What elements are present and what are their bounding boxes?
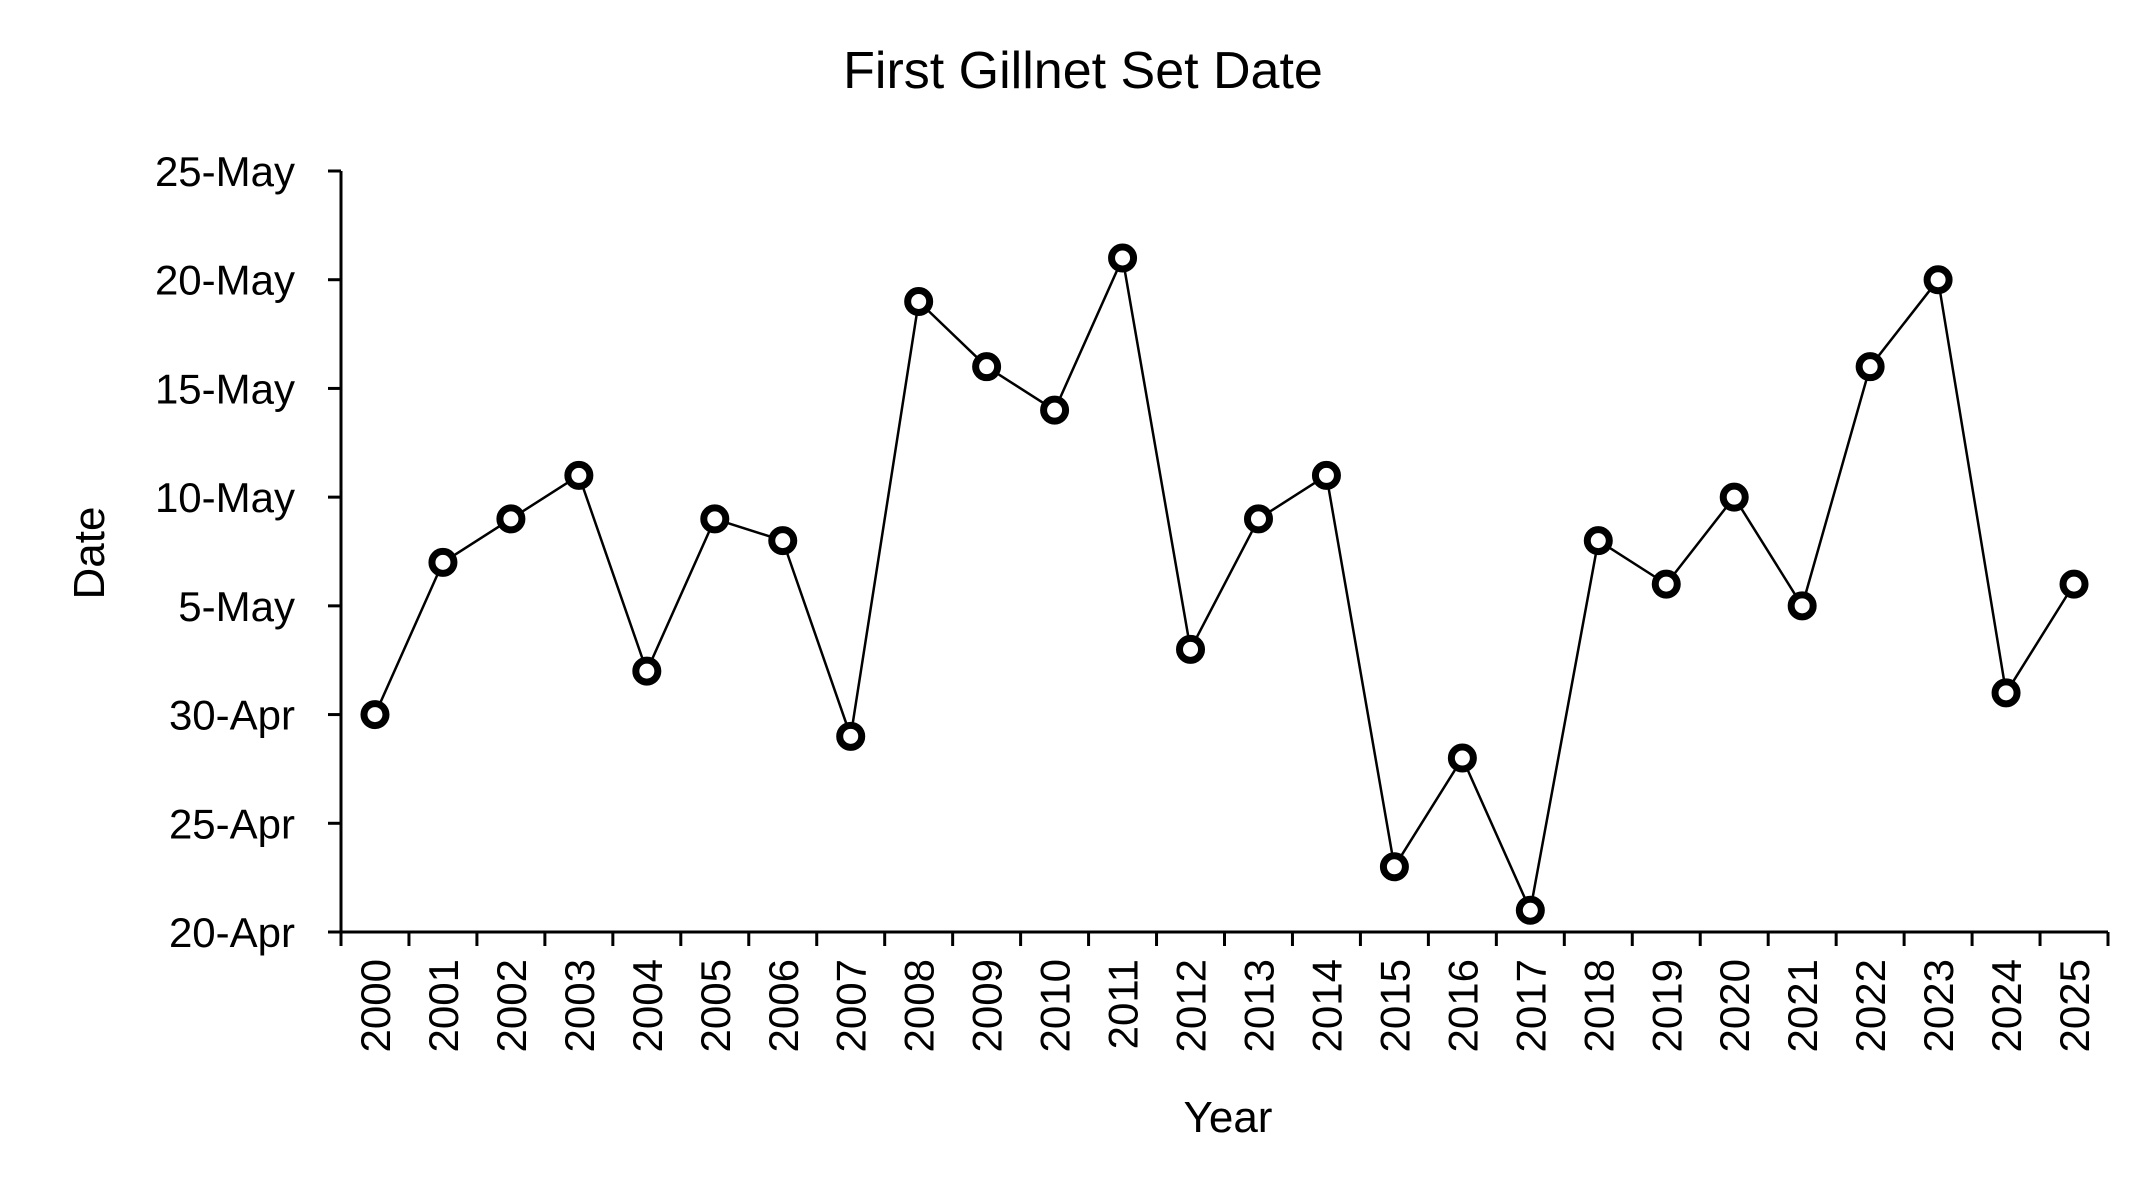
data-point-2000 <box>360 700 390 730</box>
data-point-2005 <box>700 504 730 534</box>
data-point-2019 <box>1651 569 1681 599</box>
series-line <box>373 256 2076 912</box>
x-tick-label: 2015 <box>1371 959 1418 1052</box>
data-point-2014 <box>1311 460 1341 490</box>
data-point-2021 <box>1787 591 1817 621</box>
x-tick-label: 2018 <box>1575 959 1622 1052</box>
x-tick-label: 2017 <box>1507 959 1554 1052</box>
x-axis-title: Year <box>1184 1093 1273 1142</box>
data-point-2023 <box>1923 265 1953 295</box>
data-point-2013 <box>1243 504 1273 534</box>
data-point-2006 <box>768 526 798 556</box>
y-tick-label: 10-May <box>155 474 295 521</box>
x-tick-label: 2014 <box>1303 959 1350 1052</box>
x-tick-label: 2019 <box>1643 959 1690 1052</box>
y-tick-label: 30-Apr <box>169 692 295 739</box>
x-tick-label: 2011 <box>1100 959 1147 1049</box>
x-tick-label: 2005 <box>692 959 739 1052</box>
data-point-2020 <box>1719 482 1749 512</box>
data-point-2010 <box>1040 395 1070 425</box>
data-point-2017 <box>1515 895 1545 925</box>
data-point-2025 <box>2059 569 2089 599</box>
data-point-2009 <box>972 352 1002 382</box>
y-tick-label: 20-May <box>155 257 295 304</box>
y-tick-label: 25-Apr <box>169 800 295 847</box>
x-tick-label: 2025 <box>2051 959 2098 1052</box>
series <box>360 243 2089 925</box>
x-tick-label: 2001 <box>420 959 467 1052</box>
x-tick-label: 2010 <box>1032 959 1079 1052</box>
data-point-2012 <box>1176 634 1206 664</box>
x-tick-label: 2020 <box>1711 959 1758 1052</box>
x-tick-label: 2000 <box>352 959 399 1052</box>
x-tick-label: 2013 <box>1235 959 1282 1052</box>
data-point-2016 <box>1447 743 1477 773</box>
x-tick-label: 2006 <box>760 959 807 1052</box>
y-tick-label: 20-Apr <box>169 909 295 956</box>
data-point-2007 <box>836 721 866 751</box>
data-point-2004 <box>632 656 662 686</box>
x-tick-label: 2016 <box>1439 959 1486 1052</box>
y-axis: 20-Apr 25-Apr 30-Apr 5-May 10-May 15-May 20-Ma… <box>155 148 343 956</box>
data-point-2001 <box>428 547 458 577</box>
data-point-2024 <box>1991 678 2021 708</box>
x-tick-label: 2023 <box>1915 959 1962 1052</box>
chart-title: First Gillnet Set Date <box>843 42 1323 100</box>
x-tick-label: 2022 <box>1847 959 1894 1052</box>
data-point-2002 <box>496 504 526 534</box>
data-point-2022 <box>1855 352 1885 382</box>
x-tick-label: 2002 <box>488 959 535 1052</box>
x-tick-label: 2012 <box>1168 959 1215 1052</box>
data-point-2015 <box>1379 852 1409 882</box>
x-axis: 2000 2001 2002 2003 2004 2005 2006 2007 2008 2009… <box>339 930 2110 1052</box>
data-point-2018 <box>1583 526 1613 556</box>
x-tick-label: 2024 <box>1983 959 2030 1052</box>
y-tick-label: 25-May <box>155 148 295 195</box>
x-tick-label: 2003 <box>556 959 603 1052</box>
data-point-2008 <box>904 286 934 316</box>
y-tick-label: 5-May <box>178 583 295 630</box>
x-tick-label: 2009 <box>964 959 1011 1052</box>
x-tick-label: 2021 <box>1779 959 1826 1052</box>
x-tick-label: 2004 <box>624 959 671 1052</box>
y-axis-title: Date <box>65 507 114 600</box>
x-tick-label: 2008 <box>896 959 943 1052</box>
y-tick-label: 15-May <box>155 365 295 412</box>
data-point-2011 <box>1108 243 1138 273</box>
x-tick-label: 2007 <box>828 959 875 1052</box>
data-point-2003 <box>564 460 594 490</box>
